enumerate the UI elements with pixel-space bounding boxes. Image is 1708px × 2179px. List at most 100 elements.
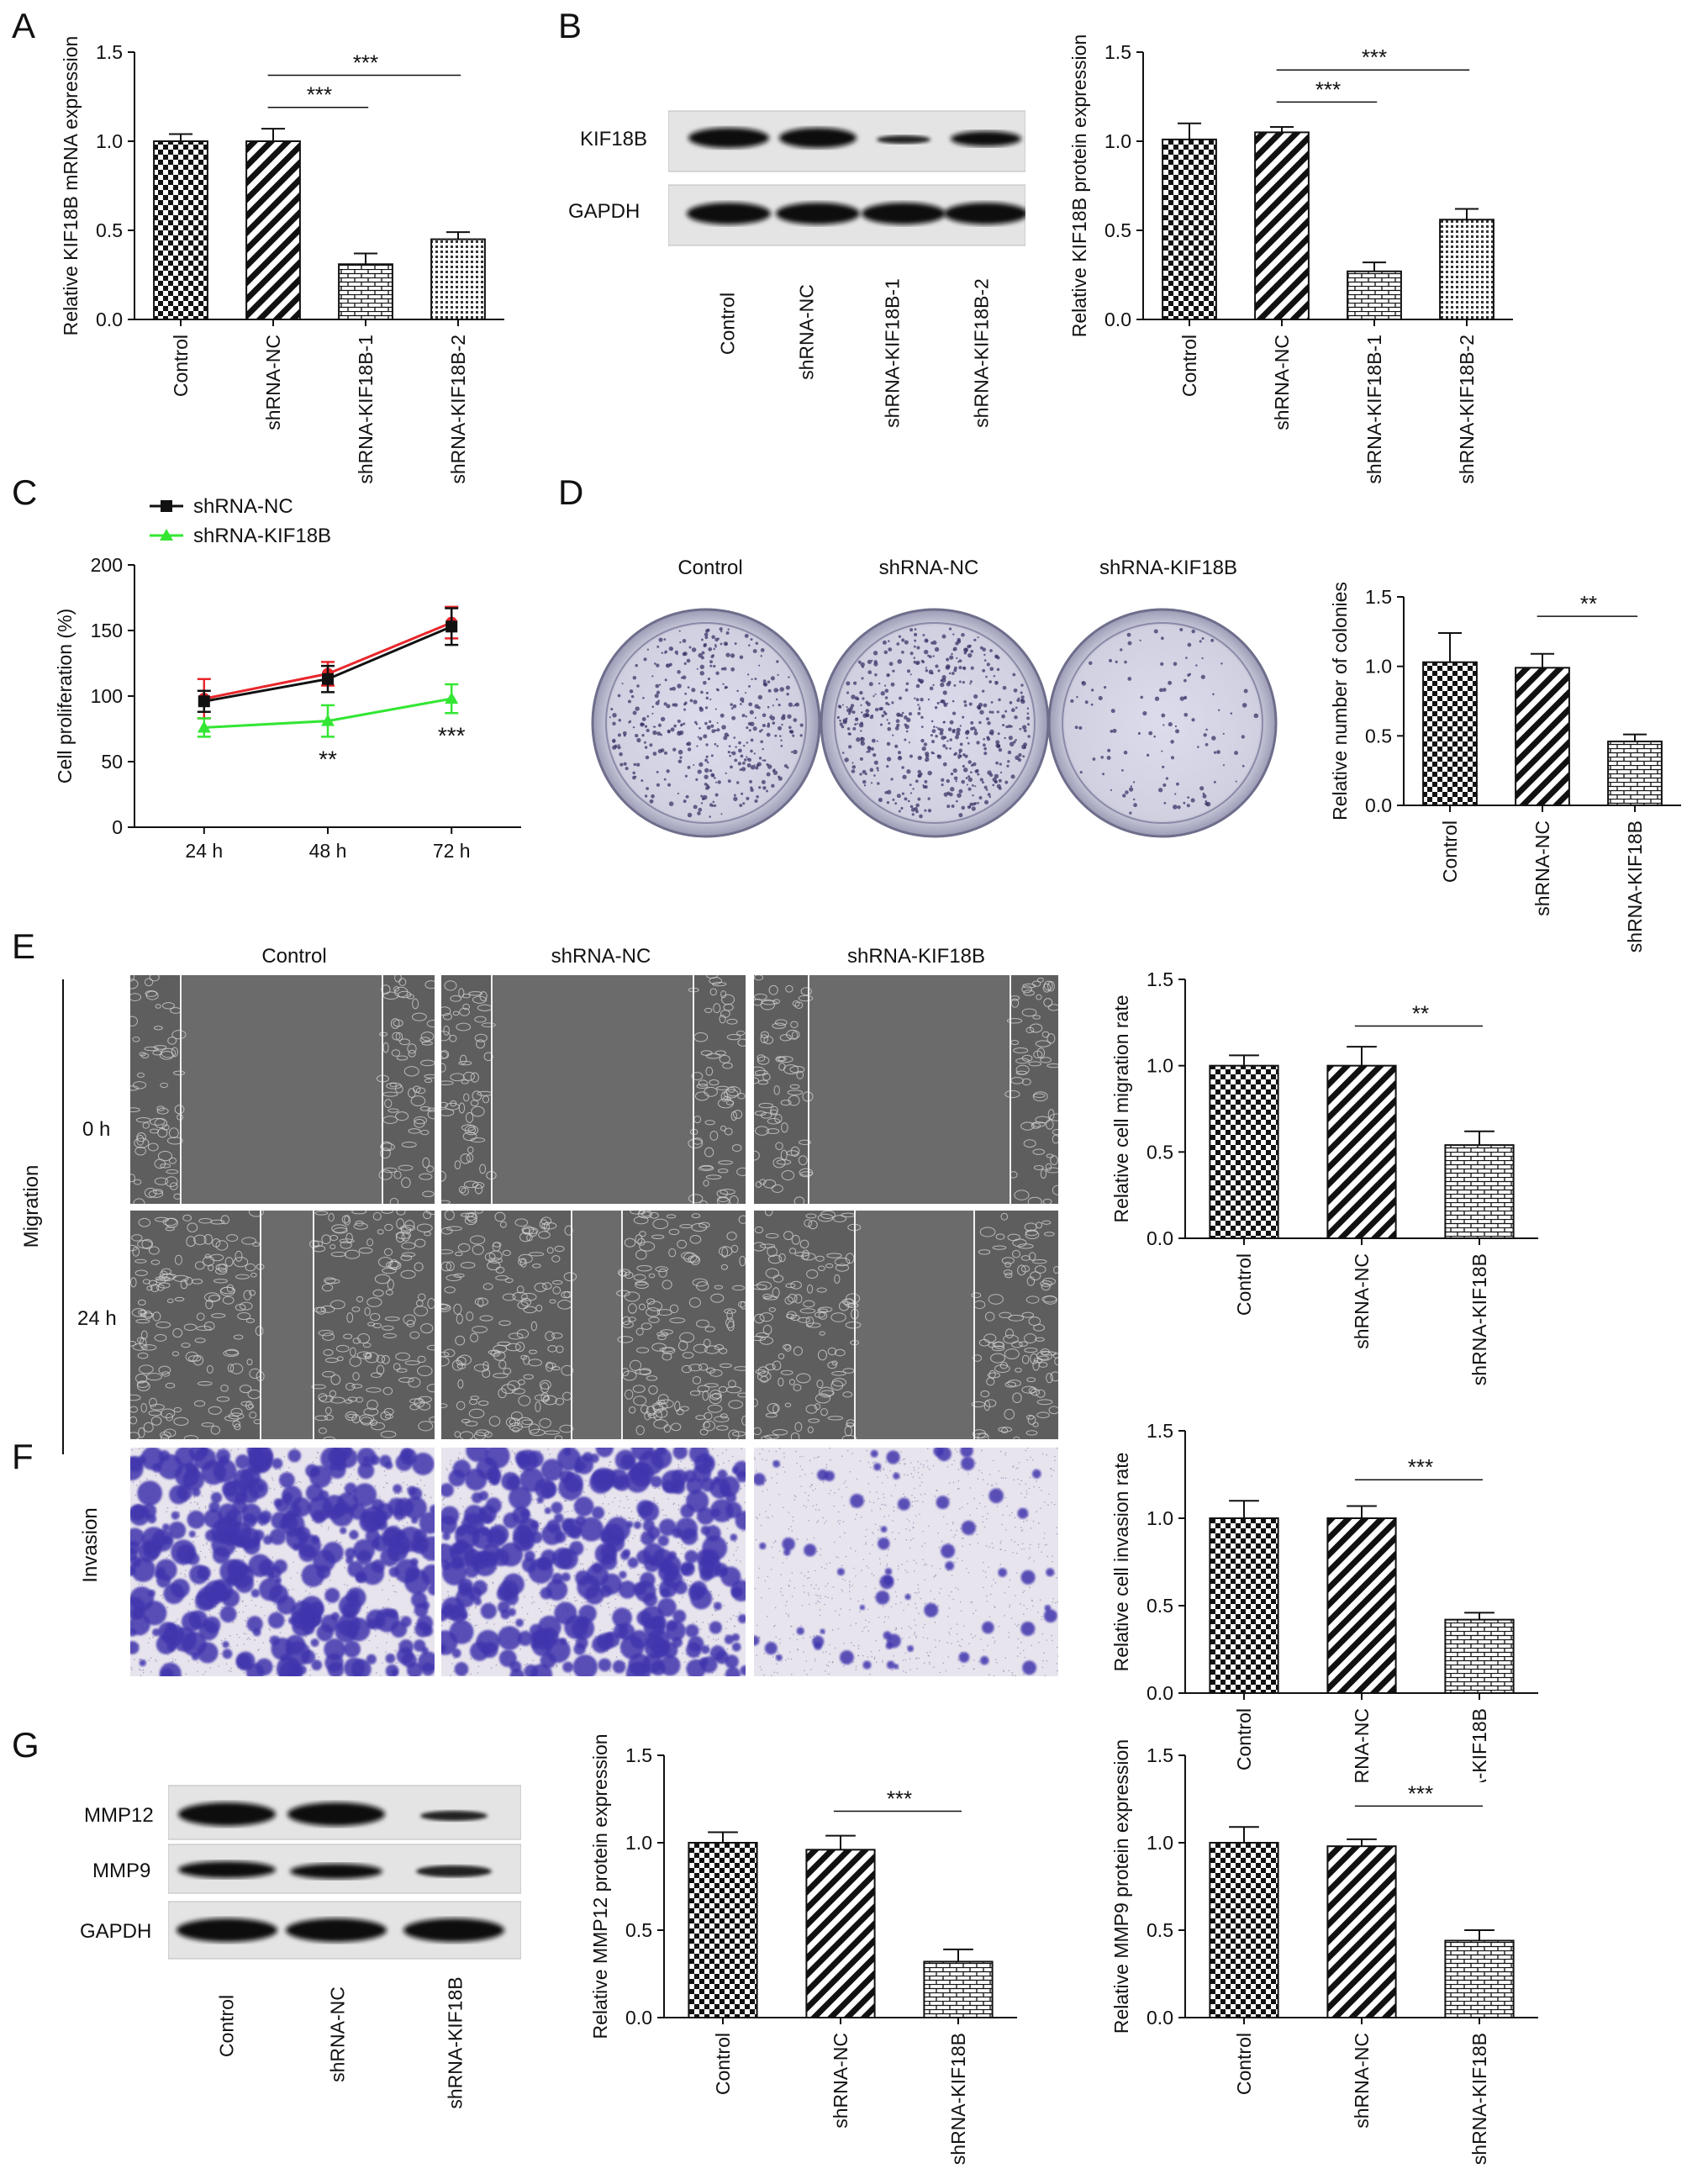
y-axis-label: Relative number of colonies	[1329, 582, 1351, 820]
migration-side-label: Migration	[20, 1164, 43, 1248]
y-axis-label: Relative MMP9 protein expression	[1110, 1739, 1132, 2034]
y-tick-label: 1.0	[96, 130, 123, 152]
y-tick-label: 0.0	[1147, 2007, 1173, 2029]
y-tick-label: 0.0	[1104, 309, 1131, 330]
marker	[322, 673, 334, 685]
significance-label: ***	[1408, 1781, 1433, 1806]
x-tick-label: shRNA-NC	[1531, 820, 1553, 916]
y-axis-label: Relative cell invasion rate	[1110, 1453, 1132, 1672]
blot-g: MMP12 MMP9 GAPDH Control shRNA-NC shRNA-…	[59, 1782, 530, 2152]
row-label-24h: 24 h	[77, 1307, 117, 1330]
y-tick-label: 1.5	[1104, 41, 1131, 63]
y-tick-label: 1.0	[1365, 656, 1392, 678]
blot-lane-label: shRNA-NC	[795, 284, 818, 380]
x-tick-label: shRNA-NC	[262, 335, 284, 430]
significance-label: ***	[307, 82, 332, 108]
chart-g-mmp12: Relative MMP12 protein expression 0.0 0.5 1…	[589, 1733, 1017, 2165]
chart-e-migration: Relative cell migration rate 0.0 0.5 1.0 1.5…	[1110, 968, 1538, 1385]
x-tick-label: shRNA-KIF18B	[1468, 2033, 1490, 2165]
significance-label: ***	[1362, 45, 1387, 70]
y-axis-label: Relative cell migration rate	[1110, 995, 1132, 1222]
y-tick-label: 0.0	[625, 2007, 652, 2029]
significance-label: ***	[438, 722, 466, 748]
y-tick-label: 0.5	[1147, 1919, 1173, 1941]
x-tick-label: shRNA-KIF18B-1	[355, 335, 377, 484]
bar	[1209, 1064, 1279, 1239]
marker	[321, 714, 335, 726]
x-tick-label: 24 h	[185, 840, 223, 857]
marker	[197, 720, 211, 733]
micrograph	[754, 975, 1058, 1204]
y-axis-label: Cell proliferation (%)	[54, 609, 76, 783]
x-tick-label: shRNA-KIF18B-2	[447, 335, 469, 484]
bar	[1326, 1517, 1397, 1694]
y-tick-label: 100	[91, 685, 123, 707]
migration-bracket	[62, 979, 64, 1454]
bar	[1422, 661, 1478, 806]
blot-g-membrane	[168, 1785, 521, 1960]
y-tick-label: 1.0	[1147, 1055, 1173, 1077]
panel-letter-e: E	[12, 926, 36, 966]
significance-label: ***	[887, 1786, 912, 1812]
chart-c-proliferation: Cell proliferation (%) 0 50 100 150 200 24 h 48…	[54, 488, 521, 857]
marker	[445, 692, 459, 704]
y-axis-label: Relative KIF18B mRNA expression	[60, 36, 82, 336]
chart-d-colonies: Relative number of colonies 0.0 0.5 1.0 1.5 C…	[1329, 582, 1681, 952]
bar	[1439, 219, 1494, 320]
y-tick-label: 0.0	[96, 309, 123, 330]
y-tick-label: 0	[112, 816, 123, 838]
bar	[923, 1960, 994, 2018]
y-tick-label: 1.5	[96, 41, 123, 63]
x-tick-label: shRNA-NC	[1351, 1253, 1373, 1349]
legend-label: shRNA-NC	[193, 495, 293, 518]
x-tick-label: shRNA-NC	[1351, 1708, 1373, 1782]
blot-b: KIF18B GAPDH Control shRNA-NC shRNA-KIF1…	[563, 109, 1034, 462]
chart-f-invasion: Relative cell invasion rate 0.0 0.5 1.0 1.5 C…	[1110, 1420, 1538, 1782]
micrograph	[754, 1211, 1058, 1439]
y-tick-label: 200	[91, 554, 123, 576]
blot-row-label: GAPDH	[80, 1920, 152, 1943]
plate-label: shRNA-KIF18B	[1099, 557, 1238, 579]
y-tick-label: 0.5	[1147, 1595, 1173, 1617]
plate-label: shRNA-NC	[878, 557, 979, 579]
col-label: shRNA-KIF18B	[846, 945, 986, 968]
panel-letter-c: C	[12, 472, 38, 512]
micrograph	[441, 1448, 746, 1676]
bar	[430, 238, 486, 321]
micrograph-grid	[130, 975, 1058, 1676]
bar	[1515, 667, 1570, 806]
bar	[1162, 138, 1217, 320]
y-tick-label: 1.0	[1104, 130, 1131, 152]
y-tick-label: 1.0	[1147, 1832, 1173, 1854]
y-tick-label: 1.0	[625, 1832, 652, 1854]
blot-lane-label: shRNA-KIF18B	[444, 1976, 467, 2109]
x-tick-label: Control	[170, 335, 192, 397]
y-tick-label: 1.0	[1147, 1507, 1173, 1529]
panel-letter-d: D	[558, 472, 584, 512]
bar	[245, 140, 301, 320]
blot-lane-label: Control	[215, 1994, 238, 2058]
chart-b-kif18b-protein: Relative KIF18B protein expression 0.0 0.5…	[1068, 34, 1513, 484]
micrograph	[441, 975, 746, 1204]
bar	[1444, 1144, 1515, 1239]
bar	[1209, 1842, 1279, 2018]
marker	[160, 529, 173, 541]
x-tick-label: Control	[1233, 1253, 1255, 1316]
micrograph	[130, 1448, 435, 1676]
x-tick-label: 48 h	[309, 840, 347, 857]
blot-row-label: MMP9	[92, 1860, 151, 1882]
significance-label: **	[1412, 1000, 1429, 1026]
significance-label: ***	[1408, 1454, 1433, 1480]
x-tick-label: shRNA-KIF18B	[947, 2033, 969, 2165]
y-axis-label: Relative MMP12 protein expression	[589, 1733, 611, 2039]
marker	[198, 695, 210, 708]
blot-lane-label: Control	[716, 292, 739, 356]
plate-images	[591, 608, 1278, 838]
y-tick-label: 1.5	[1147, 1744, 1173, 1766]
x-tick-label: shRNA-KIF18B	[1468, 1708, 1490, 1782]
bar	[153, 140, 208, 320]
colony-plates-d: Control shRNA-NC shRNA-KIF18B	[588, 538, 1303, 849]
panel-letter-a: A	[12, 6, 36, 45]
panel-letter-f: F	[12, 1437, 34, 1476]
x-tick-label: shRNA-NC	[1351, 2033, 1373, 2129]
